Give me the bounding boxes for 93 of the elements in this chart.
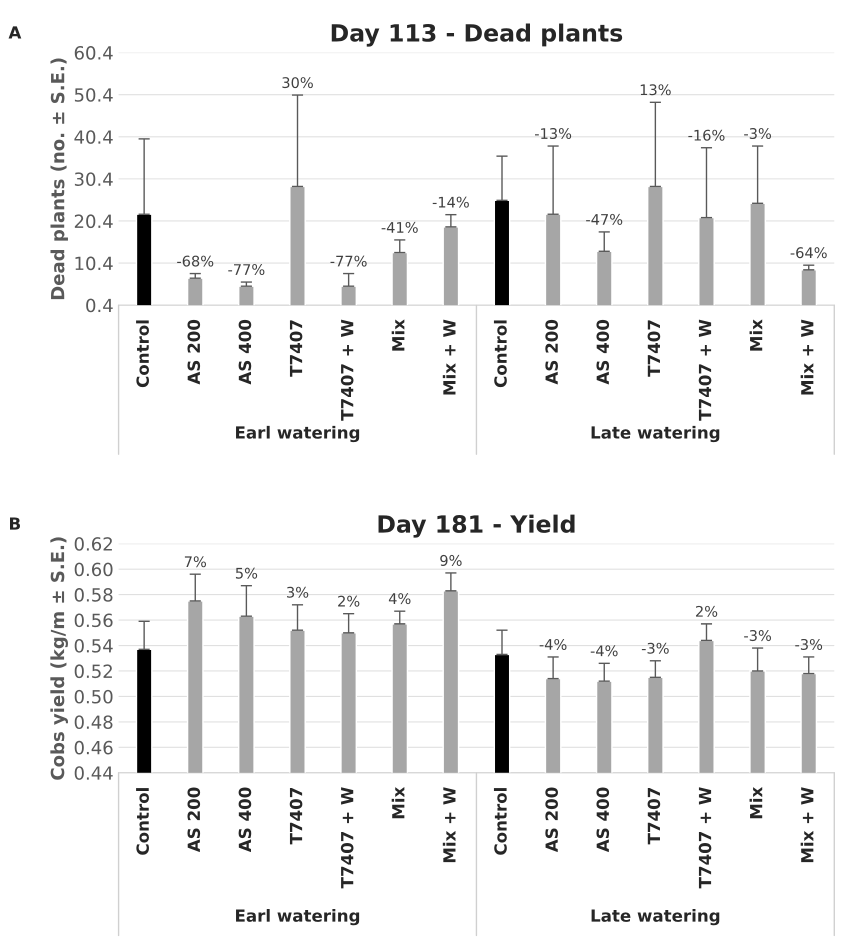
x-tick-label: AS 200 bbox=[545, 787, 558, 852]
y-tick-label: 0.44 bbox=[74, 766, 113, 780]
x-tick-label: AS 400 bbox=[596, 787, 610, 852]
annotation: 30% bbox=[282, 77, 313, 88]
x-tick-label: Control bbox=[494, 788, 507, 855]
bar bbox=[391, 252, 408, 306]
text: A bbox=[8, 26, 22, 38]
annotation: 2% bbox=[696, 606, 718, 617]
text: Earl watering bbox=[236, 909, 360, 926]
annotation: 2% bbox=[338, 596, 360, 607]
x-tick-label: AS 400 bbox=[238, 320, 252, 384]
y-tick-label: 50.4 bbox=[74, 88, 113, 102]
annotation: 3% bbox=[287, 586, 308, 598]
annotation: -47% bbox=[586, 214, 622, 225]
bar bbox=[289, 186, 306, 306]
x-tick-label: Mix bbox=[392, 319, 404, 351]
x-tick-label: T7407 + W bbox=[698, 787, 712, 888]
y-axis-title: Cobs yield (kg/m ± S.E.) bbox=[50, 537, 68, 780]
annotation: -68% bbox=[177, 256, 214, 267]
annotation: -3% bbox=[795, 638, 822, 650]
annotation: -77% bbox=[330, 256, 367, 267]
x-tick-label: T7407 bbox=[290, 320, 302, 377]
x-tick-label: T7407 bbox=[648, 320, 660, 377]
annotation: -64% bbox=[790, 247, 827, 258]
bar bbox=[544, 214, 562, 306]
x-tick-label: Mix bbox=[750, 319, 762, 351]
x-tick-label: Control bbox=[136, 320, 149, 388]
y-tick-label: 0.46 bbox=[74, 740, 113, 754]
annotation: -77% bbox=[228, 264, 264, 276]
x-tick-label: AS 400 bbox=[238, 787, 252, 852]
y-tick-label: 0.4 bbox=[86, 298, 113, 312]
y-tick-label: 30.4 bbox=[74, 172, 113, 186]
y-tick-label: 60.4 bbox=[74, 46, 113, 60]
x-tick-label: T7407 bbox=[648, 788, 660, 844]
annotation: -3% bbox=[642, 642, 669, 654]
y-tick-label: 0.48 bbox=[74, 715, 112, 729]
y-tick-label: 0.60 bbox=[74, 562, 113, 576]
bar bbox=[596, 250, 613, 306]
annotation: -4% bbox=[590, 645, 618, 656]
x-tick-label: T7407 + W bbox=[340, 787, 354, 888]
x-tick-label: Mix + W bbox=[442, 787, 456, 862]
text: B bbox=[10, 517, 20, 530]
x-tick-label: Mix bbox=[750, 786, 762, 818]
y-tick-label: 0.50 bbox=[74, 690, 113, 704]
x-tick-label: T7407 bbox=[290, 788, 302, 844]
x-tick-label: T7407 + W bbox=[340, 320, 354, 421]
x-tick-label: AS 200 bbox=[187, 787, 200, 852]
chart-title: Day 113 - Dead plants bbox=[332, 24, 622, 47]
x-tick-label: Mix bbox=[392, 786, 404, 818]
x-tick-label: Mix + W bbox=[442, 320, 456, 395]
annotation: -3% bbox=[744, 128, 772, 140]
annotation: -3% bbox=[744, 630, 772, 642]
x-tick-label: AS 400 bbox=[596, 320, 610, 384]
text: Late watering bbox=[592, 909, 720, 926]
annotation: 5% bbox=[236, 568, 258, 579]
y-tick-label: 40.4 bbox=[74, 130, 113, 144]
chart-title: Day 181 - Yield bbox=[378, 514, 575, 538]
y-axis-title: Dead plants (no. ± S.E.) bbox=[50, 58, 68, 300]
x-tick-label: Mix + W bbox=[800, 787, 814, 862]
bar bbox=[442, 226, 460, 306]
bar bbox=[494, 200, 510, 306]
y-tick-label: 20.4 bbox=[74, 214, 113, 228]
annotation: -4% bbox=[540, 638, 567, 650]
bar bbox=[136, 214, 153, 306]
x-tick-label: Control bbox=[494, 320, 507, 388]
annotation: -16% bbox=[688, 130, 725, 141]
annotation: -41% bbox=[382, 222, 418, 233]
bar bbox=[186, 278, 204, 306]
x-tick-label: Mix + W bbox=[800, 320, 814, 395]
bar bbox=[238, 286, 255, 306]
bar bbox=[340, 286, 357, 306]
x-tick-label: Control bbox=[136, 788, 149, 855]
y-tick-label: 0.58 bbox=[74, 588, 112, 602]
annotation: 9% bbox=[440, 554, 462, 566]
y-tick-label: 10.4 bbox=[76, 256, 113, 270]
text: Earl watering bbox=[236, 426, 360, 442]
y-tick-label: 0.56 bbox=[74, 614, 113, 628]
x-tick-label: AS 200 bbox=[545, 320, 558, 384]
annotation: 4% bbox=[388, 593, 411, 604]
bar bbox=[800, 269, 818, 306]
annotation: 13% bbox=[640, 84, 671, 96]
annotation: -13% bbox=[534, 128, 572, 140]
bar bbox=[698, 216, 715, 306]
text: Late watering bbox=[592, 426, 720, 442]
bar bbox=[647, 186, 664, 306]
x-tick-label: AS 200 bbox=[187, 320, 200, 384]
y-tick-label: 0.62 bbox=[74, 537, 112, 551]
bar bbox=[749, 202, 766, 306]
x-tick-label: T7407 + W bbox=[698, 320, 712, 421]
y-tick-label: 0.54 bbox=[74, 638, 113, 653]
annotation: -14% bbox=[432, 196, 469, 208]
y-tick-label: 0.52 bbox=[74, 664, 112, 678]
annotation: 7% bbox=[184, 556, 206, 568]
